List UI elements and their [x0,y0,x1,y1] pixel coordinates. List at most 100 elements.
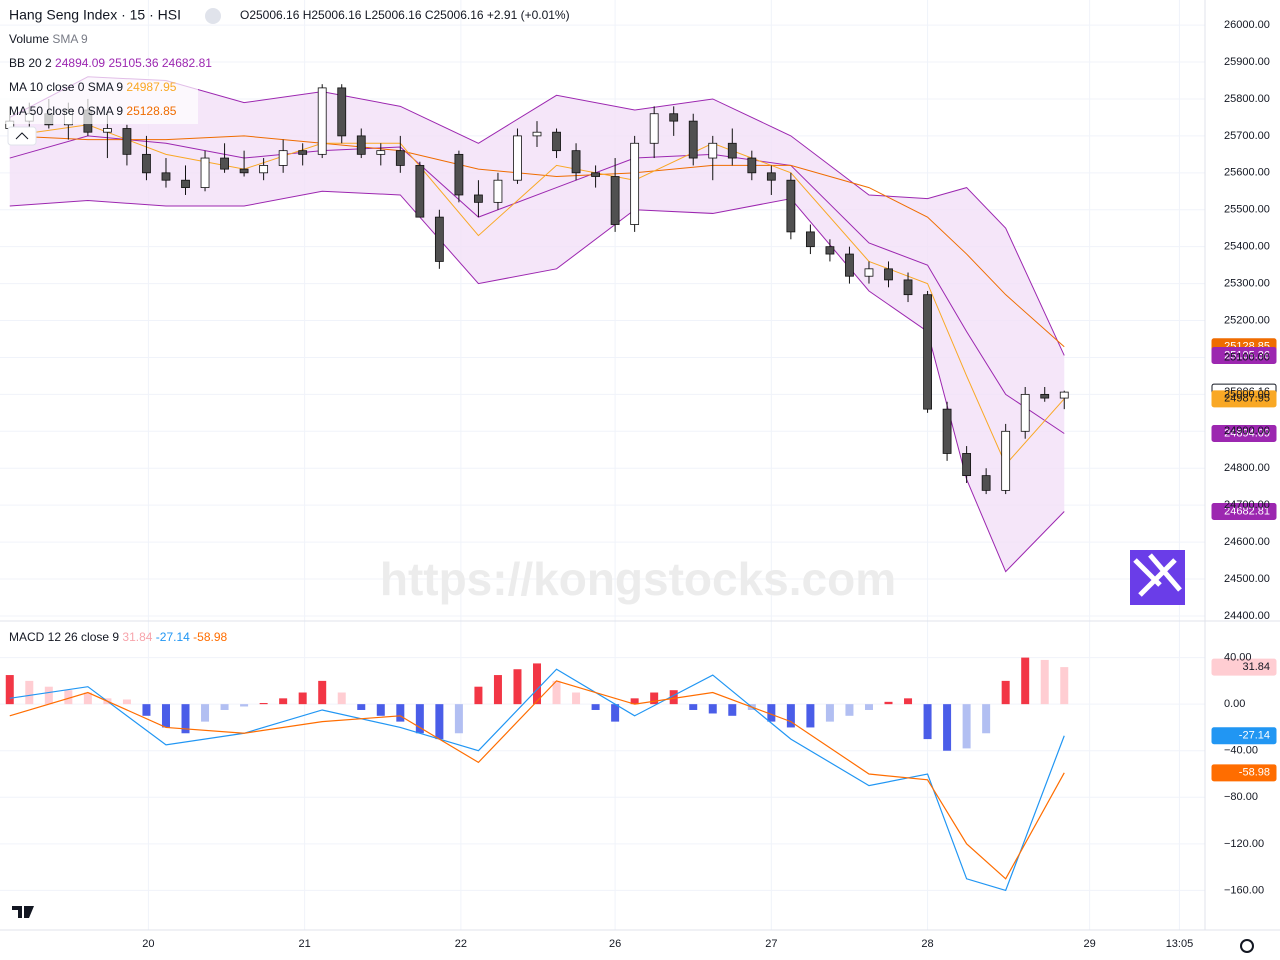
macd-histogram-bar [64,690,73,705]
candle-body [923,294,932,410]
candle-body [103,128,112,133]
collapse-icon [15,132,29,140]
y-tick-label: 25700.00 [1224,130,1270,142]
x-tick-label: 26 [609,938,621,950]
candle-body [298,150,308,155]
candle-body [434,216,444,262]
y-tick-label: 24400.00 [1224,610,1270,622]
macd-histogram-bar [415,704,424,734]
y-tick-label: 0.00 [1224,698,1245,710]
candle-body [532,131,542,137]
candle-body [845,253,854,277]
y-tick-label: 25900.00 [1224,56,1270,68]
candle-body [981,475,991,491]
candle-body [786,179,796,233]
candle-body [805,231,815,248]
visibility-toggle[interactable] [205,8,221,24]
candle-body [630,142,640,225]
macd-label: MACD 12 26 close 9 [9,630,119,644]
macd-histogram-bar [201,704,210,722]
y-tick-label: 25800.00 [1224,93,1270,105]
candle-body [649,113,659,144]
logo-pattern [1133,553,1182,597]
macd-histogram-bar [240,704,249,707]
macd-tag: -27.14 [1239,730,1270,742]
candle-body [181,179,190,188]
x-tick-label: 21 [299,938,311,950]
macd-histogram-bar [259,702,268,705]
candle-body [278,150,288,166]
macd-tag-bg [1211,727,1277,745]
signal-line [9,680,1065,880]
x-tick-label: 20 [142,938,154,950]
ma10-legend: MA 10 close 0 SMA 9 24987.95 [9,80,177,94]
candle-body [317,87,327,155]
macd-legend: MACD 12 26 close 9 31.84 -27.14 -58.98 [9,630,228,644]
bb-upper-tag-bg [1211,346,1277,364]
macd-histogram-bar [864,704,873,710]
candle-body [142,153,151,174]
settings-button[interactable] [1240,939,1254,953]
x-tick-label: 28 [921,938,933,950]
candle-body [415,165,425,218]
macd-histogram-bar [454,704,463,734]
macd-histogram-bar [220,704,229,710]
macd-histogram-bar [1060,667,1069,705]
y-tick-label: 25200.00 [1224,314,1270,326]
macd-hist-tag-bg [1211,658,1277,676]
macd-histogram-bar [689,704,698,710]
macd-line-value: -27.14 [156,630,190,644]
macd-histogram-bar [279,698,288,705]
candle-body [591,172,600,177]
y-tick-label: 25100.00 [1224,351,1270,363]
bb-lower-tag-bg [1211,503,1277,521]
bb-basis-tag: 24894.09 [1224,427,1270,439]
ma50-label: MA 50 close 0 SMA 9 [9,104,123,118]
legend-backdrop [0,76,198,124]
macd-histogram-bar [904,698,913,705]
bb-basis-value: 24894.09 [55,56,105,70]
candle-body [239,168,249,174]
x-tick-label: 22 [455,938,467,950]
candle-body [942,408,952,454]
y-tick-label: −160.00 [1224,884,1264,896]
x-tick-label: 13:05 [1166,938,1194,950]
volume-label: Volume [9,32,49,46]
macd-histogram-bar [5,675,14,705]
collapse-legend-button[interactable] [7,126,37,146]
candle-body [669,113,679,122]
bb-upper-tag: 25105.36 [1224,349,1270,361]
macd-histogram-bar [728,704,737,716]
macd-histogram-bar [357,704,366,710]
macd-histogram-bar [376,704,385,716]
y-tick-label: −120.00 [1224,838,1264,850]
x-tick-label: 29 [1084,938,1096,950]
y-tick-label: 40.00 [1224,652,1252,664]
macd-histogram-bar [25,680,34,705]
macd-histogram-bar [552,680,561,705]
macd-histogram-bar [396,704,405,722]
macd-histogram-bar [83,692,92,705]
macd-histogram-bar [572,692,581,705]
y-tick-label: −80.00 [1224,791,1258,803]
y-tick-label: 25500.00 [1224,204,1270,216]
candle-body [825,246,835,255]
y-tick-label: −40.00 [1224,745,1258,757]
macd-histogram-bar [474,686,483,705]
ma10-value: 24987.95 [126,80,176,94]
platform-logo[interactable] [12,906,34,918]
y-tick-label: 25600.00 [1224,167,1270,179]
macd-histogram-bar [122,699,131,705]
bb-upper-value: 25105.36 [108,56,158,70]
macd-histogram-bar [630,698,639,705]
candle-body [1001,430,1011,491]
macd-histogram-bar [533,663,542,705]
macd-histogram-bar [884,701,893,705]
ma10-tag-bg [1211,390,1277,408]
signal-tag: -58.98 [1239,767,1270,779]
candle-body [376,150,386,155]
macd-histogram-bar [650,692,659,705]
candle-body [747,157,757,174]
candle-body [962,453,972,477]
